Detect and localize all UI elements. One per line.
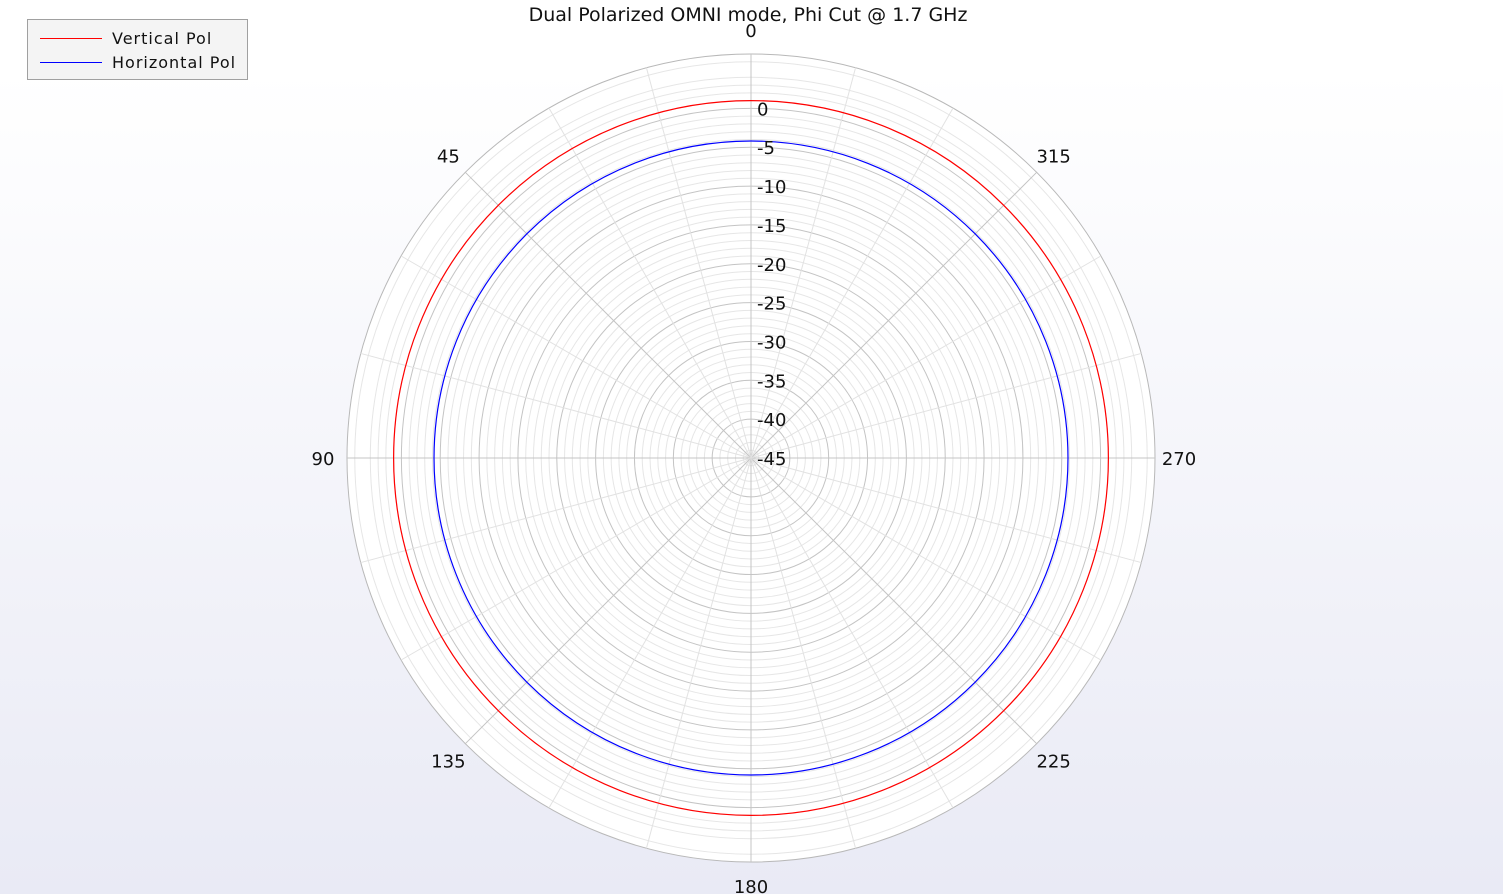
- minor-grid-spoke: [360, 352, 752, 459]
- minor-grid-spoke: [750, 107, 954, 459]
- major-grid-spoke: [750, 171, 1038, 459]
- radial-tick-label: -40: [757, 410, 786, 431]
- radial-tick-label: -5: [757, 138, 775, 159]
- radial-tick-label: -20: [757, 255, 786, 276]
- major-grid-spoke: [464, 457, 752, 745]
- radial-tick-label: 0: [757, 99, 768, 120]
- series-trace-horizontal: [433, 140, 1069, 776]
- minor-grid-spoke: [645, 67, 752, 459]
- minor-grid-spoke: [750, 352, 1142, 459]
- radial-tick-label: -30: [757, 332, 786, 353]
- minor-grid-spoke: [750, 457, 954, 809]
- minor-grid-spoke: [750, 457, 1102, 661]
- legend-item-vertical: Vertical Pol: [40, 27, 212, 49]
- radial-tick-label: -10: [757, 177, 786, 198]
- major-grid-spoke: [750, 457, 1038, 745]
- angle-tick-label: 135: [431, 752, 465, 773]
- legend: Vertical Pol Horizontal Pol: [27, 19, 248, 80]
- minor-grid-spoke: [400, 457, 752, 661]
- minor-grid-spoke: [548, 107, 752, 459]
- angle-tick-label: 180: [734, 877, 768, 894]
- chart-title: Dual Polarized OMNI mode, Phi Cut @ 1.7 …: [528, 4, 968, 26]
- radial-tick-label: -25: [757, 294, 786, 315]
- angle-tick-label: 90: [312, 449, 335, 470]
- radial-tick-label: -45: [757, 449, 786, 470]
- minor-grid-spoke: [750, 457, 1142, 564]
- legend-label-horizontal: Horizontal Pol: [112, 52, 237, 72]
- radial-tick-label: -35: [757, 371, 786, 392]
- angle-tick-label: 270: [1162, 449, 1196, 470]
- legend-label-vertical: Vertical Pol: [112, 28, 213, 48]
- angle-tick-label: 315: [1036, 146, 1070, 167]
- angle-tick-label: 0: [745, 21, 756, 42]
- minor-grid-spoke: [400, 255, 752, 459]
- series-trace-vertical: [393, 100, 1109, 816]
- angle-tick-label: 225: [1036, 752, 1070, 773]
- minor-grid-spoke: [750, 255, 1102, 459]
- legend-swatch-horizontal: [40, 61, 102, 63]
- minor-grid-spoke: [645, 457, 752, 849]
- minor-grid-spoke: [360, 457, 752, 564]
- legend-swatch-vertical: [40, 37, 102, 39]
- angle-tick-label: 45: [437, 146, 460, 167]
- minor-grid-spoke: [750, 67, 857, 459]
- legend-item-horizontal: Horizontal Pol: [40, 51, 236, 73]
- major-grid-spoke: [464, 171, 752, 459]
- minor-grid-spoke: [548, 457, 752, 809]
- radial-tick-label: -15: [757, 216, 786, 237]
- minor-grid-spoke: [750, 457, 857, 849]
